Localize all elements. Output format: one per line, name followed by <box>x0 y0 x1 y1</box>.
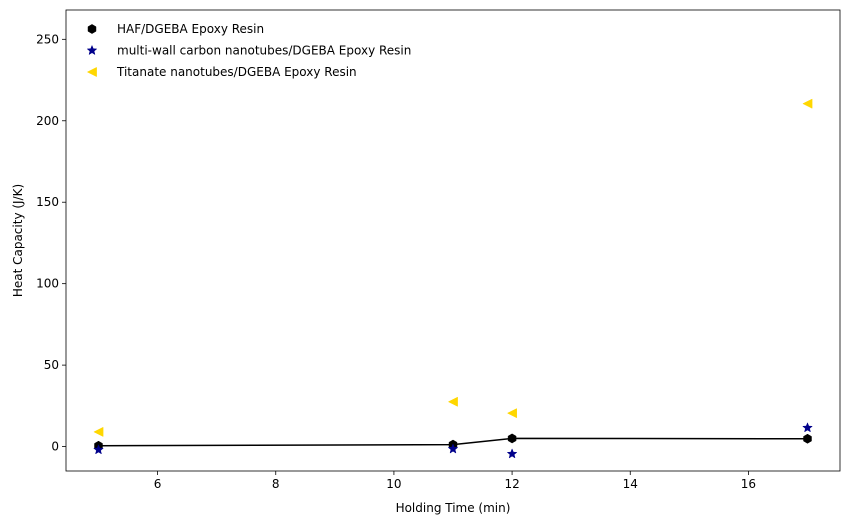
data-point <box>802 422 813 433</box>
data-point <box>93 426 104 437</box>
data-point <box>93 444 104 455</box>
data-point <box>802 98 813 109</box>
series-line <box>98 437 808 447</box>
x-axis-label: Holding Time (min) <box>396 501 511 515</box>
plot-frame <box>65 9 841 472</box>
y-tick-label: 50 <box>44 358 59 372</box>
plot-area <box>93 98 813 459</box>
data-point <box>447 443 459 454</box>
y-tick-label: 0 <box>51 440 59 454</box>
legend: HAF/DGEBA Epoxy Resin multi-wall carbon n… <box>86 22 411 79</box>
data-point <box>447 396 458 407</box>
x-tick-label: 12 <box>504 477 519 491</box>
data-point <box>506 448 518 459</box>
data-point <box>506 408 517 419</box>
series-2 <box>93 422 813 459</box>
x-tick-label: 16 <box>741 477 756 491</box>
y-tick-label: 200 <box>36 114 59 128</box>
x-tick-label: 6 <box>154 477 162 491</box>
data-point <box>803 433 812 444</box>
legend-marker <box>86 44 98 56</box>
y-tick-label: 100 <box>36 277 59 291</box>
y-axis-label: Heat Capacity (J/K) <box>11 184 25 297</box>
x-axis-ticks: 6 8 10 12 14 16 <box>154 471 756 491</box>
legend-item: HAF/DGEBA Epoxy Resin <box>87 22 264 36</box>
x-tick-label: 10 <box>386 477 401 491</box>
x-tick-label: 8 <box>272 477 280 491</box>
x-tick-label: 14 <box>623 477 638 491</box>
series-3 <box>93 98 813 437</box>
legend-item: Titanate nanotubes/DGEBA Epoxy Resin <box>86 65 357 79</box>
legend-marker <box>87 24 97 34</box>
legend-item: multi-wall carbon nanotubes/DGEBA Epoxy … <box>86 44 411 58</box>
y-axis-ticks: 0 50 100 150 200 250 <box>36 32 66 454</box>
legend-label: Titanate nanotubes/DGEBA Epoxy Resin <box>116 65 357 79</box>
y-tick-label: 250 <box>36 32 59 46</box>
legend-marker <box>86 66 97 78</box>
legend-label: HAF/DGEBA Epoxy Resin <box>117 22 264 36</box>
legend-label: multi-wall carbon nanotubes/DGEBA Epoxy … <box>117 44 411 58</box>
y-tick-label: 150 <box>36 195 59 209</box>
data-point <box>507 433 517 444</box>
